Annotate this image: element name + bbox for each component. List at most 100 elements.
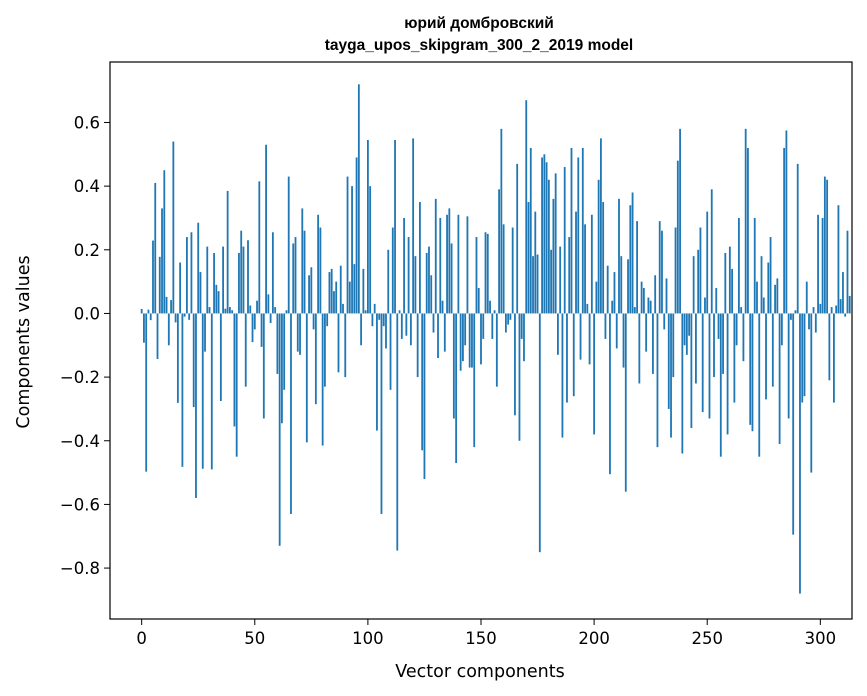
bar-component-232 (665, 278, 668, 314)
bar-component-51 (256, 300, 258, 314)
bar-component-132 (439, 217, 442, 314)
bar-component-79 (319, 227, 322, 314)
x-tick-label: 150 (465, 629, 497, 648)
bar-component-183 (554, 173, 557, 314)
bar-component-305 (830, 307, 833, 314)
bar-component-10 (163, 170, 166, 314)
bar-component-264 (737, 217, 740, 314)
bar-component-310 (842, 272, 844, 314)
bar-component-158 (498, 189, 500, 314)
bar-component-261 (731, 268, 734, 314)
bar-component-269 (749, 313, 752, 425)
bar-component-268 (747, 147, 749, 314)
bar-component-212 (620, 256, 623, 314)
bar-component-222 (642, 287, 645, 314)
bar-component-267 (744, 128, 747, 314)
bar-component-94 (353, 264, 356, 314)
bar-component-61 (278, 313, 281, 546)
bar-component-293 (803, 313, 806, 397)
bar-component-119 (409, 313, 412, 346)
bar-component-65 (287, 176, 290, 314)
bar-component-84 (330, 268, 333, 314)
bar-component-53 (260, 313, 263, 347)
bar-component-1 (143, 313, 145, 343)
bar-component-257 (722, 313, 724, 374)
bar-component-109 (387, 249, 390, 314)
bar-component-302 (823, 176, 826, 314)
bar-component-162 (507, 313, 510, 325)
bar-component-143 (464, 313, 467, 346)
bar-component-11 (165, 296, 168, 314)
bar-component-142 (462, 313, 464, 362)
bar-component-21 (188, 313, 191, 320)
bar-component-207 (609, 313, 611, 475)
bar-component-185 (559, 246, 562, 314)
bar-component-129 (432, 313, 435, 333)
bar-component-22 (190, 232, 193, 314)
bar-component-262 (733, 313, 736, 403)
bar-component-170 (525, 100, 528, 314)
bar-component-217 (631, 192, 634, 314)
bar-component-85 (333, 291, 335, 314)
bar-component-82 (326, 313, 329, 327)
bar-component-139 (455, 313, 458, 464)
bar-component-260 (728, 246, 731, 314)
bar-component-91 (346, 176, 349, 314)
bar-component-141 (459, 313, 462, 371)
bar-component-198 (588, 313, 591, 365)
bar-component-220 (638, 313, 641, 384)
bar-component-179 (545, 162, 548, 314)
bar-component-14 (172, 141, 175, 314)
x-axis-ticks: 0 50 100 150 200 250 300 (136, 619, 836, 648)
bar-component-199 (590, 214, 593, 314)
bar-component-90 (344, 313, 347, 378)
chart-subtitle: tayga_upos_skipgram_300_2_2019 model (325, 37, 633, 54)
bar-component-104 (376, 313, 378, 431)
bar-component-55 (265, 144, 267, 314)
bar-component-289 (794, 310, 797, 314)
bar-component-196 (584, 224, 586, 314)
bar-component-86 (335, 281, 338, 314)
bar-component-111 (391, 227, 394, 314)
bar-component-249 (704, 297, 706, 314)
bar-component-20 (186, 237, 188, 314)
bar-component-200 (593, 313, 596, 435)
bar-component-270 (751, 313, 754, 432)
bar-component-151 (482, 313, 485, 339)
bar-component-288 (792, 313, 795, 535)
bar-component-176 (538, 313, 541, 553)
bar-component-238 (679, 128, 681, 314)
bar-component-216 (629, 205, 632, 314)
bar-component-81 (324, 313, 326, 387)
bar-component-239 (681, 313, 684, 454)
bar-component-174 (534, 211, 537, 314)
bar-component-66 (290, 313, 292, 514)
bar-component-148 (475, 237, 478, 314)
bar-component-292 (801, 313, 804, 403)
bar-component-201 (595, 281, 598, 314)
bar-component-96 (357, 84, 360, 314)
bar-component-70 (299, 313, 301, 355)
bar-component-313 (848, 295, 851, 314)
bar-component-225 (649, 300, 652, 314)
bar-component-204 (602, 202, 605, 314)
bar-component-181 (550, 249, 553, 314)
bar-component-265 (740, 307, 743, 314)
bar-component-240 (683, 313, 686, 346)
bar-component-144 (466, 216, 469, 314)
bar-component-149 (477, 287, 480, 314)
bar-component-48 (249, 305, 252, 314)
bar-component-173 (532, 256, 534, 314)
bar-component-153 (486, 233, 489, 314)
bar-component-147 (473, 313, 476, 448)
bar-component-154 (489, 300, 491, 314)
bar-component-215 (627, 259, 629, 314)
bar-component-67 (292, 243, 295, 314)
bar-component-182 (552, 198, 555, 314)
bar-component-31 (210, 313, 213, 470)
bar-component-295 (808, 313, 810, 330)
bar-component-263 (735, 313, 738, 346)
bar-component-171 (527, 202, 530, 314)
bar-component-187 (563, 167, 566, 314)
bar-component-202 (597, 179, 600, 314)
